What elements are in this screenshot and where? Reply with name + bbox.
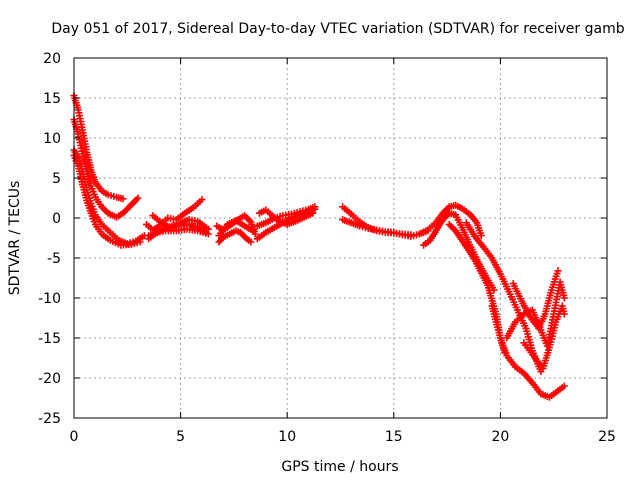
data-point bbox=[119, 195, 127, 203]
series-track-17 bbox=[415, 201, 485, 240]
series-track-14 bbox=[255, 206, 317, 228]
y-tick-label: -20 bbox=[38, 371, 61, 387]
y-tick-label: 15 bbox=[43, 91, 61, 107]
series-track-8 bbox=[149, 212, 210, 236]
x-axis-label: GPS time / hours bbox=[281, 459, 398, 475]
y-axis-label: SDTVAR / TECUs bbox=[7, 181, 23, 296]
data-point bbox=[198, 196, 206, 204]
data-point bbox=[560, 310, 568, 318]
y-tick-label: -15 bbox=[38, 331, 61, 347]
y-tick-label: -25 bbox=[38, 411, 61, 427]
data-point bbox=[560, 294, 568, 302]
x-tick-label: 25 bbox=[598, 429, 616, 445]
plot-frame bbox=[73, 57, 608, 419]
x-tick-label: 10 bbox=[278, 429, 296, 445]
data-point bbox=[311, 203, 319, 211]
data-point bbox=[309, 209, 317, 217]
y-tick-label: -5 bbox=[47, 251, 61, 267]
series-track-1 bbox=[70, 92, 127, 203]
x-tick-label: 0 bbox=[70, 429, 79, 445]
y-tick-label: 0 bbox=[52, 211, 61, 227]
series-track-21 bbox=[488, 302, 568, 401]
series-track-11 bbox=[215, 216, 257, 240]
series-track-23 bbox=[509, 267, 562, 332]
y-tick-label: 20 bbox=[43, 51, 61, 67]
y-tick-label: -10 bbox=[38, 291, 61, 307]
data-point bbox=[407, 231, 415, 239]
y-tick-label: 10 bbox=[43, 131, 61, 147]
data-point bbox=[202, 228, 210, 236]
data-point bbox=[134, 194, 142, 202]
data-point bbox=[136, 238, 144, 246]
grid bbox=[74, 58, 607, 418]
data-points bbox=[70, 92, 568, 401]
x-tick-label: 15 bbox=[385, 429, 403, 445]
chart-title: Day 051 of 2017, Sidereal Day-to-day VTE… bbox=[51, 21, 624, 37]
data-point bbox=[560, 382, 568, 390]
x-tick-label: 20 bbox=[491, 429, 509, 445]
series-track-16 bbox=[339, 203, 415, 239]
x-tick-label: 5 bbox=[176, 429, 185, 445]
series-track-9 bbox=[215, 227, 255, 246]
data-point bbox=[554, 267, 562, 275]
data-point bbox=[247, 238, 255, 246]
axis-ticks: 0 5 10 15 20 25 -25 -20 -15 -10 -5 0 5 10 15 20 bbox=[38, 51, 616, 445]
series-track-24 bbox=[520, 302, 568, 372]
y-tick-label: 5 bbox=[52, 171, 61, 187]
data-point bbox=[249, 227, 257, 235]
data-point bbox=[477, 232, 485, 240]
series-track-12 bbox=[253, 205, 319, 243]
series-track-13 bbox=[253, 203, 319, 230]
